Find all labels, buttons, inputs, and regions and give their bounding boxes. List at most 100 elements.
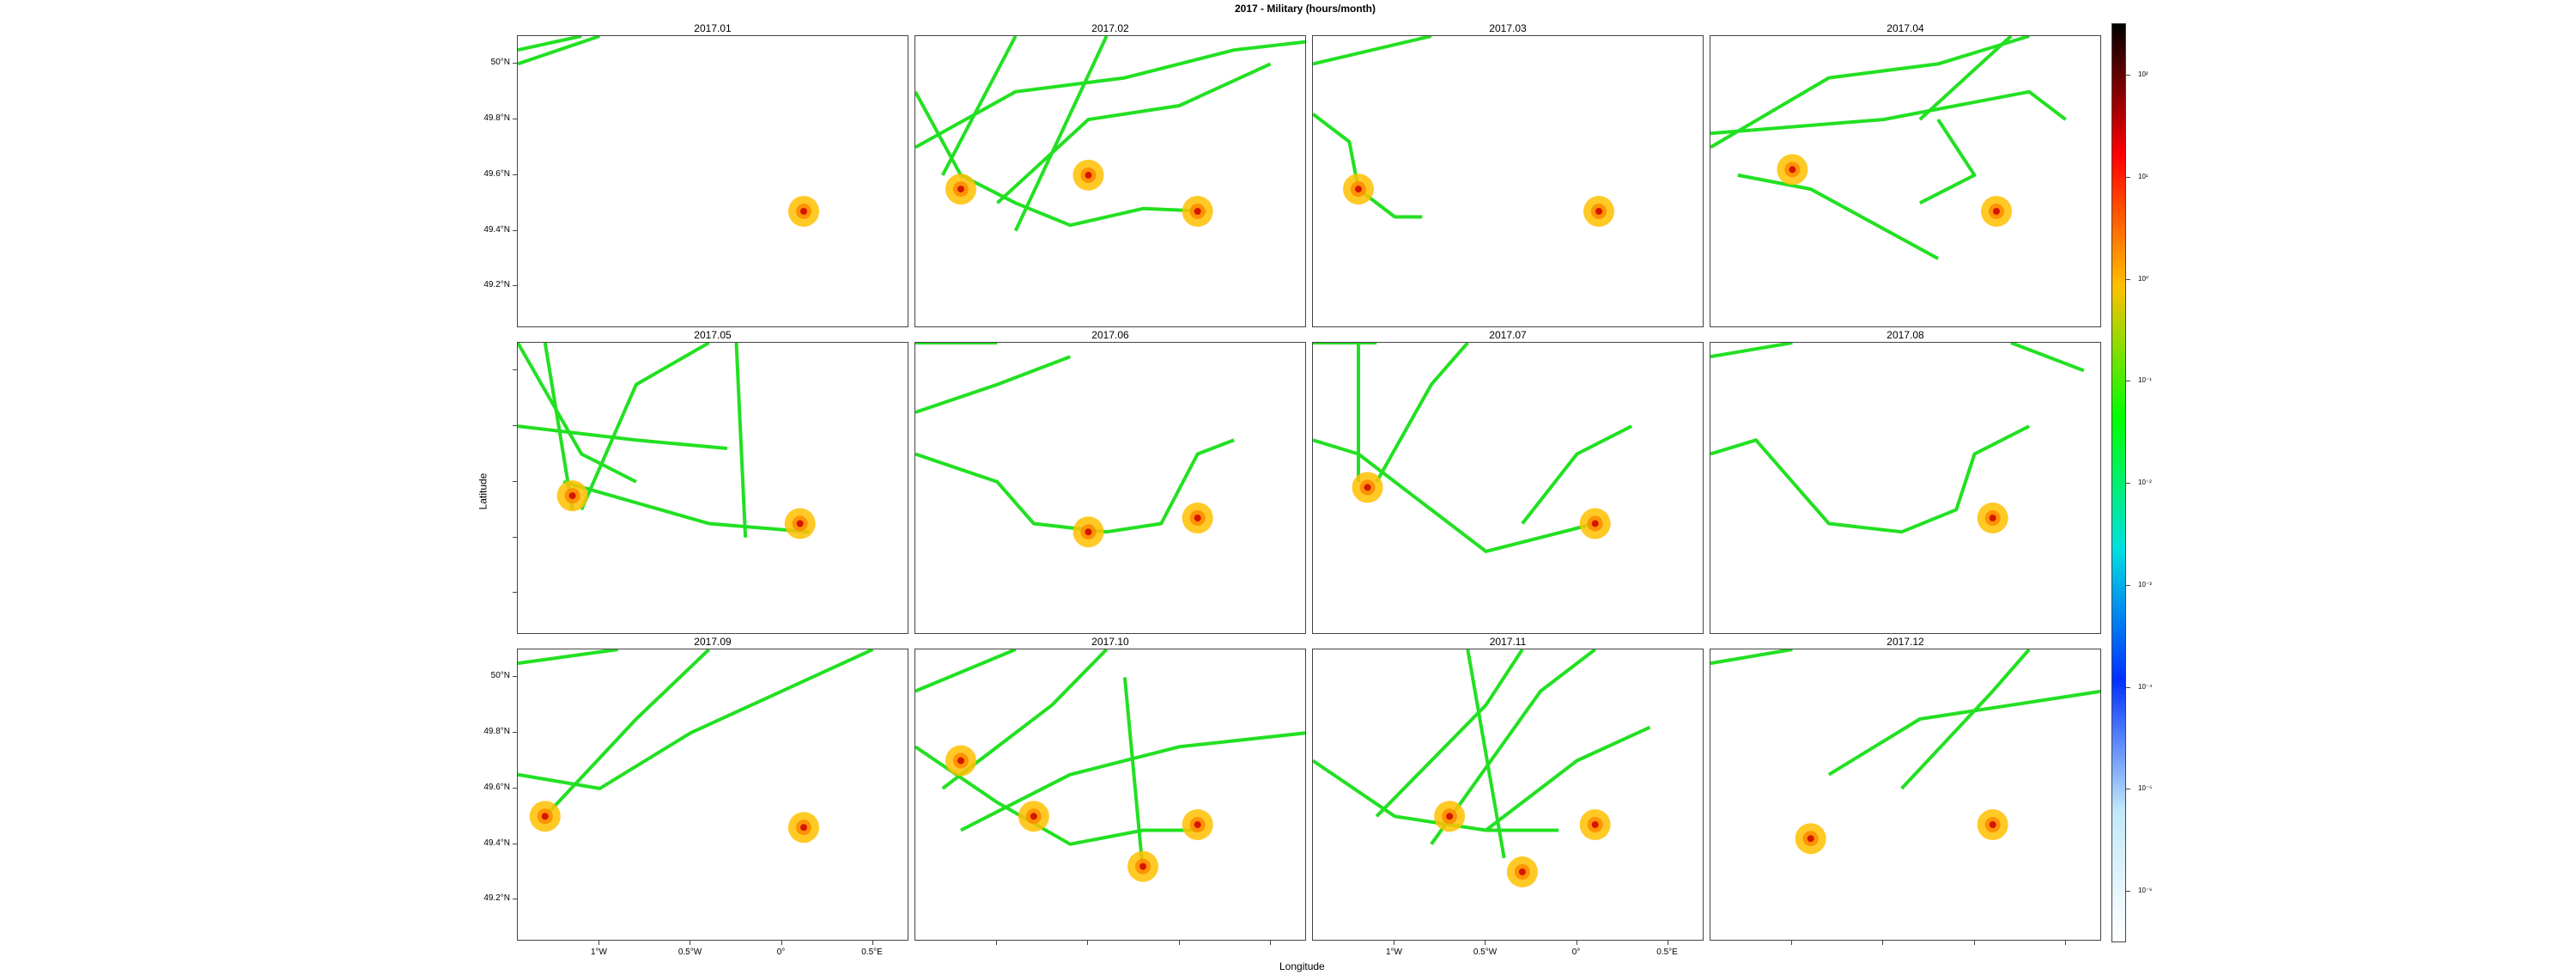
density-hotspot	[1194, 208, 1201, 215]
density-hotspot	[957, 186, 964, 193]
colorbar-tick	[2126, 176, 2130, 178]
panel-plot	[1313, 649, 1651, 887]
panel-plot	[915, 36, 1305, 232]
x-tick	[1882, 941, 1884, 945]
density-hotspot	[1446, 813, 1454, 820]
colorbar-tick	[2126, 891, 2130, 892]
density-hotspot	[1518, 868, 1526, 875]
panel-plot	[1313, 343, 1633, 553]
y-tick-label: 49.4°N	[483, 224, 510, 235]
x-tick-label: 0°	[1571, 948, 1581, 957]
vessel-track	[1710, 343, 1793, 359]
vessel-track	[1375, 343, 1469, 483]
map-panel	[914, 649, 1306, 941]
y-tick-label: 49.8°N	[483, 727, 510, 737]
density-hotspot	[1591, 520, 1599, 527]
panel-plot	[1710, 36, 2067, 260]
density-hotspot	[957, 757, 964, 765]
panel-title: 2017.07	[1489, 329, 1527, 341]
y-tick	[513, 787, 517, 789]
colorbar-tick	[2126, 483, 2130, 484]
density-hotspot	[1989, 821, 1996, 828]
x-axis-title: Longitude	[1279, 960, 1325, 972]
x-tick	[1269, 941, 1271, 945]
vessel-track	[915, 745, 1198, 846]
density-hotspot	[568, 492, 576, 500]
map-panel	[517, 649, 908, 941]
x-tick	[1178, 941, 1180, 945]
x-tick	[872, 941, 873, 945]
x-tick	[598, 941, 600, 945]
vessel-track	[544, 649, 711, 818]
vessel-track	[518, 36, 582, 52]
vessel-track	[518, 649, 618, 666]
y-tick-label: 49.2°N	[483, 893, 510, 904]
vessel-track	[518, 649, 874, 790]
x-tick-label: 0°	[776, 948, 786, 957]
map-panel	[1312, 649, 1704, 941]
vessel-track	[915, 438, 1235, 534]
colorbar-tick-label: 10⁻⁶	[2138, 887, 2153, 894]
colorbar-tick	[2126, 75, 2130, 76]
y-tick-label: 50°N	[490, 58, 510, 68]
vessel-track	[1122, 677, 1145, 873]
map-panel	[1710, 342, 2101, 634]
x-tick-label: 0.5°E	[861, 948, 883, 957]
y-tick-label: 50°N	[490, 671, 510, 681]
vessel-track	[580, 343, 710, 511]
vessel-track	[915, 90, 1207, 228]
x-tick-label: 1°W	[590, 948, 607, 957]
map-panel	[1710, 649, 2101, 941]
colorbar-tick-label: 10⁻¹	[2138, 376, 2152, 385]
density-hotspot	[1139, 862, 1147, 870]
x-tick-label: 0.5°W	[677, 948, 702, 957]
y-tick-label: 49.2°N	[483, 280, 510, 290]
panel-plot	[518, 649, 874, 844]
y-tick	[513, 369, 517, 371]
density-hotspot	[1084, 528, 1092, 536]
panel-title: 2017.04	[1886, 22, 1924, 34]
vessel-track	[1521, 424, 1633, 525]
panel-plot	[518, 343, 816, 539]
density-hotspot	[796, 520, 804, 527]
colorbar-tick-label: 10¹	[2138, 172, 2148, 180]
colorbar-tick-label: 10⁻³	[2138, 580, 2152, 588]
panel-title: 2017.10	[1091, 636, 1129, 648]
vessel-track	[1918, 119, 1977, 205]
panel-title: 2017.11	[1489, 636, 1527, 648]
vessel-track	[518, 36, 601, 66]
y-tick-label: 49.4°N	[483, 838, 510, 848]
vessel-track	[1737, 173, 1940, 260]
density-hotspot	[800, 824, 807, 832]
map-panel	[914, 35, 1306, 327]
vessel-track	[562, 479, 810, 534]
panel-title: 2017.08	[1886, 329, 1924, 341]
panel-title: 2017.03	[1489, 22, 1527, 34]
colorbar-tick-label: 10⁻²	[2138, 478, 2152, 486]
panel-title: 2017.12	[1886, 636, 1924, 648]
density-hotspot	[1355, 186, 1362, 193]
vessel-track	[1710, 36, 2030, 149]
colorbar-tick-label: 10⁻⁴	[2138, 682, 2153, 691]
colorbar-tick-label: 10⁰	[2138, 274, 2149, 283]
vessel-track	[915, 649, 1017, 693]
density-hotspot	[1989, 515, 1996, 521]
density-hotspot	[1084, 171, 1092, 179]
colorbar-tick	[2126, 278, 2130, 280]
vessel-track	[734, 343, 748, 538]
vessel-track	[1466, 649, 1506, 859]
vessel-track	[915, 40, 1305, 149]
vessel-track	[518, 424, 728, 450]
colorbar-tick-label: 10⁻⁵	[2138, 784, 2153, 793]
x-tick	[996, 941, 998, 945]
y-tick-label: 49.6°N	[483, 782, 510, 792]
density-hotspot	[800, 208, 807, 215]
vessel-track	[915, 355, 1072, 414]
vessel-track	[941, 649, 1109, 790]
y-tick	[513, 229, 517, 231]
y-tick	[513, 285, 517, 287]
chart-title: 2017 - Military (hours/month)	[1234, 3, 1376, 15]
vessel-track	[518, 343, 637, 484]
y-tick	[513, 63, 517, 64]
vessel-track	[1710, 89, 2067, 136]
